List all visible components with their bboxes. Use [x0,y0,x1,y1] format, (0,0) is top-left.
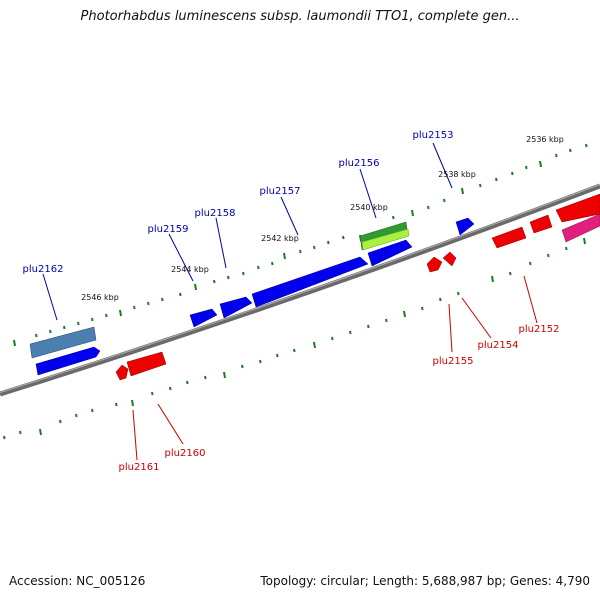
forward-gene-arrow[interactable] [219,296,253,319]
gene-label-plu2152[interactable]: plu2152 [519,324,560,335]
kbp-labels: 2536 kbp 2538 kbp 2540 kbp 2542 kbp 2544… [81,135,564,302]
reverse-gene-arrow[interactable] [529,214,553,234]
forward-leader-lines [42,142,453,321]
gene-label-plu2160[interactable]: plu2160 [165,448,206,459]
reverse-gene-arrow[interactable] [491,226,527,249]
genome-backbone-highlight [0,184,600,393]
gene-label-plu2157[interactable]: plu2157 [260,186,301,197]
gene-label-plu2161[interactable]: plu2161 [119,462,160,473]
reverse-gene-track [115,193,600,381]
reverse-gene-arrow[interactable] [426,256,443,273]
forward-gene-arrow[interactable] [35,346,101,376]
map-title: Photorhabdus luminescens subsp. laumondi… [80,9,520,24]
reverse-gene-arrow[interactable] [126,351,167,377]
gene-label-plu2153[interactable]: plu2153 [413,130,454,141]
forward-gene-arrow[interactable] [251,256,369,308]
reverse-gene-arrow[interactable] [555,193,600,223]
lightgreen-gene-block[interactable] [361,228,410,251]
gene-label-plu2162[interactable]: plu2162 [23,264,64,275]
tick-row-outer [13,143,588,347]
genome-backbone [0,183,600,397]
topology-text: Topology: circular; Length: 5,688,987 bp… [260,574,590,588]
accession-text: Accession: NC_005126 [9,574,146,588]
forward-gene-labels: plu2153 plu2156 plu2157 plu2158 plu2159 … [23,130,454,275]
forward-gene-arrow[interactable] [367,239,413,267]
gene-label-plu2159[interactable]: plu2159 [148,224,189,235]
reverse-leader-lines [132,275,538,461]
forward-gene-arrow[interactable] [455,217,475,236]
kbp-label: 2544 kbp [171,265,209,274]
gene-label-plu2156[interactable]: plu2156 [339,158,380,169]
kbp-label: 2538 kbp [438,170,476,179]
kbp-label: 2540 kbp [350,203,388,212]
tick-row-inner [3,237,586,440]
forward-gene-track [29,217,475,376]
reverse-gene-arrow[interactable] [442,251,457,267]
forward-gene-arrow[interactable] [189,308,218,328]
reverse-gene-arrow[interactable] [115,364,129,381]
reverse-gene-labels: plu2152 plu2154 plu2155 plu2160 plu2161 [119,324,560,473]
gene-label-plu2154[interactable]: plu2154 [478,340,519,351]
kbp-label: 2542 kbp [261,234,299,243]
kbp-label: 2546 kbp [81,293,119,302]
gene-label-plu2155[interactable]: plu2155 [433,356,474,367]
kbp-label: 2536 kbp [526,135,564,144]
steelblue-gene-block[interactable] [29,326,97,359]
reverse-pink-gene-arrow[interactable] [561,213,600,243]
gene-label-plu2158[interactable]: plu2158 [195,208,236,219]
